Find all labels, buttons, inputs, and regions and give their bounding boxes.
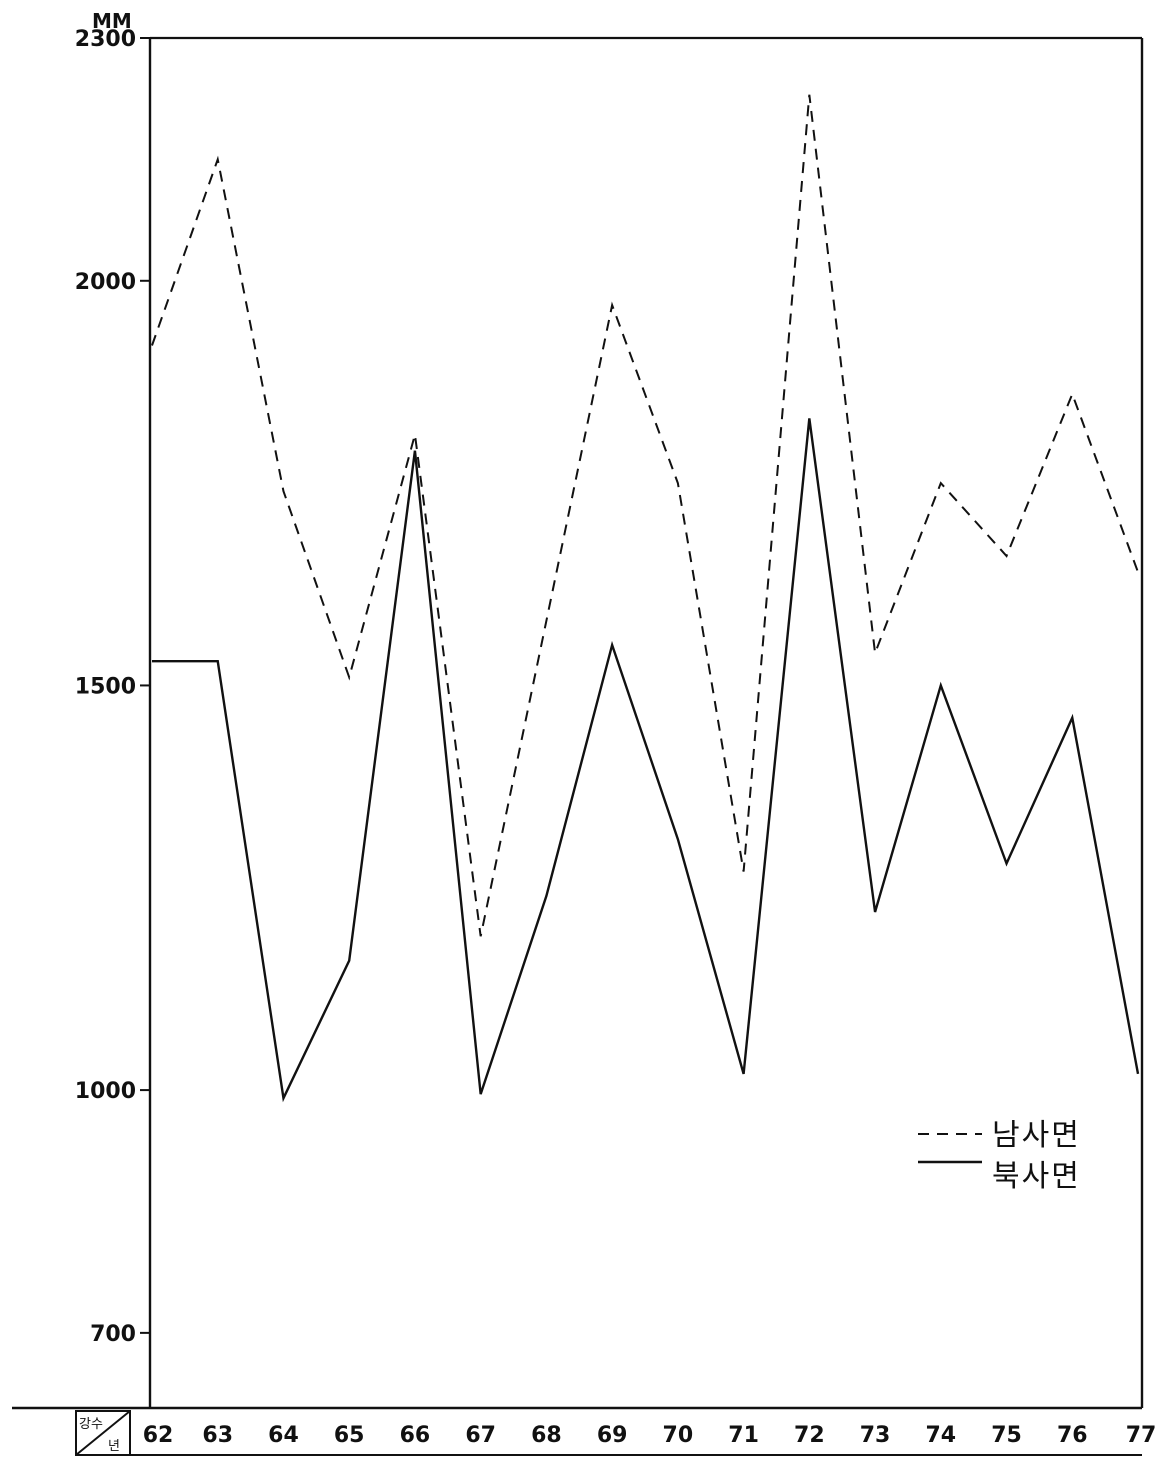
x-tick-label: 75 [991,1423,1022,1448]
x-tick-label: 62 [143,1423,174,1448]
series-layer [151,94,1140,1103]
x-tick-label: 64 [268,1423,299,1448]
x-header-bottom-label: 년 [108,1439,120,1454]
y-axis-unit-label: MM [92,9,132,33]
y-tick-label: 2000 [75,270,136,295]
x-tick-label: 70 [663,1423,694,1448]
y-tick-label: 700 [90,1322,136,1347]
x-tick-label: 74 [925,1423,956,1448]
x-tick-label: 73 [860,1423,891,1448]
x-tick-label: 67 [465,1423,496,1448]
x-tick-label: 63 [202,1423,233,1448]
x-tick-label: 69 [597,1423,628,1448]
x-tick-label: 72 [794,1423,825,1448]
x-header-top-label: 강수 [79,1417,103,1432]
x-tick-label: 65 [334,1423,365,1448]
y-tick-label: 2300 [75,27,136,52]
series-line-south-slope [151,94,1139,937]
x-tick-label: 71 [728,1423,759,1448]
x-tick-label: 66 [400,1423,431,1448]
x-tick-label: 77 [1126,1423,1157,1448]
x-tick-label: 76 [1057,1423,1088,1448]
legend-label-south: 남사면 [992,1118,1081,1153]
legend: 남사면 북사면 [918,1118,1081,1194]
y-tick-label: 1000 [75,1079,136,1104]
series-line-north-slope [152,418,1140,1103]
x-header-cell: 강수 년 [75,1410,131,1456]
y-tick-label: 1500 [75,674,136,699]
legend-label-north: 북사면 [992,1159,1081,1194]
x-header-box [75,1410,131,1456]
x-tick-label: 68 [531,1423,562,1448]
x-header-diagonal [75,1410,131,1456]
